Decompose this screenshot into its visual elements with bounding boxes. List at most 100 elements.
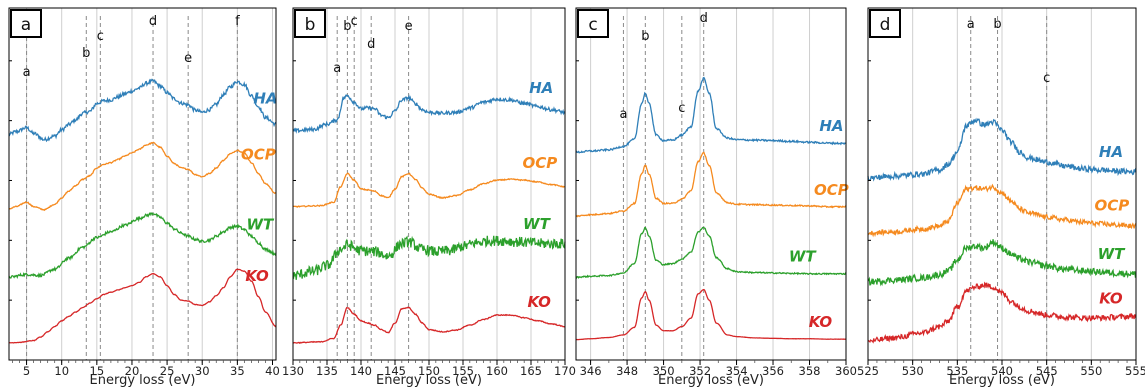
peak-label-b: b — [343, 19, 351, 34]
panel-c: HA OCP WT KO a b c d 346 348 350 352 354 356 358 360 Ene… — [575, 7, 857, 387]
x-tick-label: 545 — [1036, 364, 1058, 378]
x-tick-label: 160 — [486, 364, 508, 378]
series-line-ha — [292, 93, 566, 134]
x-tick-label: 354 — [726, 364, 748, 378]
x-tick-label: 150 — [418, 364, 440, 378]
x-tick-label: 5 — [23, 364, 30, 378]
series-line-wt — [867, 239, 1137, 287]
peak-label-a: a — [23, 65, 31, 80]
peak-label-a: a — [333, 61, 341, 76]
series-label-ha: HA — [529, 79, 553, 97]
peak-label-e: e — [184, 51, 192, 66]
x-tick-label: 356 — [762, 364, 784, 378]
panel-letter: c — [588, 15, 597, 35]
x-axis-label: Energy loss (eV) — [949, 373, 1055, 387]
x-tick-label: 540 — [991, 364, 1013, 378]
x-tick-label: 135 — [316, 364, 338, 378]
panel-letter-box — [294, 9, 326, 38]
series-line-ha — [867, 117, 1137, 182]
peak-label-b: b — [641, 29, 649, 44]
series-line-ha — [8, 78, 277, 143]
series-label-ha: HA — [253, 90, 277, 108]
panel-letter: d — [880, 15, 891, 35]
peak-label-a: a — [967, 17, 975, 32]
peak-label-c: c — [1043, 71, 1050, 86]
x-tick-label: 145 — [384, 364, 406, 378]
x-tick-label: 535 — [946, 364, 968, 378]
panel-d: HA OCP WT KO a b c 525 530 535 540 545 550 555 Energy … — [857, 7, 1145, 387]
series-label-ko: KO — [809, 313, 833, 331]
series-label-wt: WT — [246, 215, 275, 233]
panel-letter-box — [10, 9, 42, 38]
series-label-ko: KO — [527, 293, 551, 311]
series-label-ocp: OCP — [1094, 197, 1129, 215]
series-line-ko — [867, 281, 1137, 344]
series-label-ha: HA — [1099, 143, 1123, 161]
series-line-ha — [575, 76, 847, 154]
x-tick-label: 10 — [54, 364, 69, 378]
series-label-ko: KO — [1099, 289, 1123, 307]
series-label-ocp: OCP — [241, 146, 276, 164]
x-tick-label: 140 — [350, 364, 372, 378]
x-axis-label: Energy loss (eV) — [658, 373, 764, 387]
panel-letter-box — [577, 9, 609, 38]
peak-label-c: c — [351, 14, 358, 29]
series-line-ocp — [292, 172, 566, 208]
x-tick-label: 30 — [195, 364, 210, 378]
peak-label-d: d — [367, 37, 375, 52]
plot-frame — [8, 7, 277, 361]
x-tick-label: 40 — [265, 364, 280, 378]
x-tick-label: 346 — [580, 364, 602, 378]
x-tick-label: 348 — [616, 364, 638, 378]
series-line-ocp — [575, 151, 847, 218]
series-label-ocp: OCP — [522, 154, 557, 172]
series-line-wt — [8, 212, 277, 279]
peak-label-b: b — [993, 17, 1001, 32]
x-tick-label: 352 — [689, 364, 711, 378]
series-label-wt: WT — [1098, 245, 1127, 263]
x-tick-label: 15 — [90, 364, 105, 378]
x-axis-label: Energy loss (eV) — [376, 373, 482, 387]
series-line-wt — [575, 226, 847, 279]
peak-label-b: b — [82, 46, 90, 61]
x-tick-label: 20 — [125, 364, 140, 378]
peak-label-c: c — [678, 101, 685, 116]
series-line-ko — [8, 268, 277, 344]
panel-letter-box — [869, 9, 901, 38]
series-label-wt: WT — [789, 248, 818, 266]
x-tick-label: 165 — [520, 364, 542, 378]
series-line-wt — [292, 235, 566, 280]
peak-label-f: f — [235, 14, 240, 29]
peak-label-c: c — [97, 29, 104, 44]
series-line-ko — [292, 306, 566, 344]
x-tick-label: 555 — [1125, 364, 1145, 378]
plot-frame — [575, 7, 847, 361]
panel-letter: b — [305, 15, 316, 35]
panel-a: HA OCP WT KO a bc d e f 5 10 15 20 25 30 35 40 Energy los… — [8, 7, 280, 387]
x-tick-label: 35 — [230, 364, 245, 378]
x-tick-label: 358 — [799, 364, 821, 378]
x-tick-label: 530 — [902, 364, 924, 378]
series-label-wt: WT — [523, 215, 552, 233]
series-label-ko: KO — [245, 267, 269, 285]
x-tick-label: 550 — [1080, 364, 1102, 378]
peak-label-d: d — [700, 11, 708, 26]
peak-label-d: d — [149, 14, 157, 29]
x-tick-label: 25 — [160, 364, 175, 378]
series-label-ha: HA — [819, 117, 843, 135]
peak-label-a: a — [619, 107, 627, 122]
x-tick-label: 170 — [554, 364, 576, 378]
peak-label-e: e — [405, 19, 413, 34]
series-line-ko — [575, 288, 847, 341]
series-label-ocp: OCP — [814, 181, 849, 199]
series-line-ocp — [867, 183, 1137, 238]
x-tick-label: 155 — [452, 364, 474, 378]
x-tick-label: 350 — [653, 364, 675, 378]
x-tick-label: 360 — [835, 364, 857, 378]
x-tick-label: 130 — [282, 364, 304, 378]
x-tick-label: 525 — [857, 364, 879, 378]
series-line-ocp — [8, 141, 277, 212]
panel-letter: a — [21, 15, 31, 35]
